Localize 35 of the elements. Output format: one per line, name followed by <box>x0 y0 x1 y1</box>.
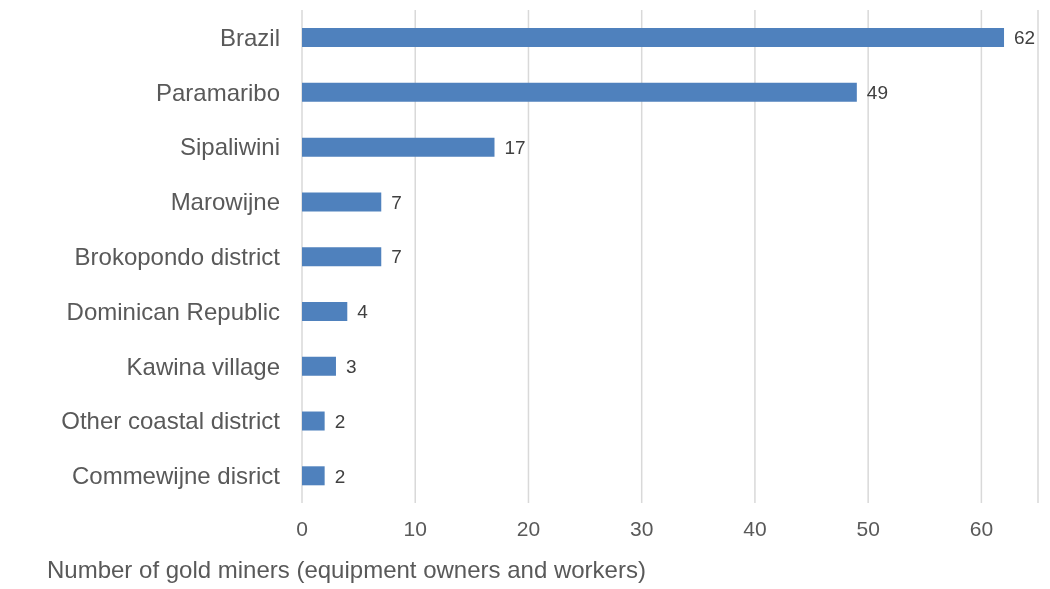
x-tick-label: 10 <box>403 516 427 540</box>
x-tick-label: 60 <box>969 516 994 540</box>
y-tick-label: Paramaribo <box>155 78 280 106</box>
data-label: 49 <box>866 82 888 104</box>
y-tick-label: Commewijne disrict <box>71 462 281 490</box>
data-label: 3 <box>345 355 357 377</box>
bar <box>302 137 495 157</box>
bar <box>302 82 857 102</box>
x-tick-label: 50 <box>856 516 880 540</box>
y-tick-label: Marowijne <box>170 188 280 216</box>
x-tick-label: 30 <box>630 516 654 540</box>
y-tick-label: Sipaliwini <box>179 133 280 161</box>
y-tick-label: Brokopondo district <box>74 243 281 271</box>
data-label: 7 <box>391 246 402 268</box>
x-tick-label: 0 <box>296 516 308 540</box>
x-tick-label: 40 <box>743 516 767 540</box>
bar <box>302 411 325 431</box>
data-label: 2 <box>334 410 346 432</box>
bar <box>302 28 1005 48</box>
data-label: 62 <box>1014 27 1036 49</box>
y-tick-label: Brazil <box>219 23 280 51</box>
x-tick-label: 20 <box>516 516 541 540</box>
data-label: 17 <box>504 136 526 158</box>
x-axis-title: Number of gold miners (equipment owners and workers) <box>47 556 646 584</box>
data-label: 2 <box>334 465 346 487</box>
data-label: 7 <box>391 191 402 213</box>
bar <box>302 356 336 376</box>
bar <box>302 466 325 486</box>
y-tick-label: Other coastal district <box>61 407 281 435</box>
bar <box>302 247 382 267</box>
bar <box>302 301 348 321</box>
y-tick-label: Kawina village <box>126 352 280 380</box>
bar <box>302 192 382 212</box>
y-tick-label: Dominican Republic <box>66 297 280 325</box>
data-label: 4 <box>357 301 369 323</box>
